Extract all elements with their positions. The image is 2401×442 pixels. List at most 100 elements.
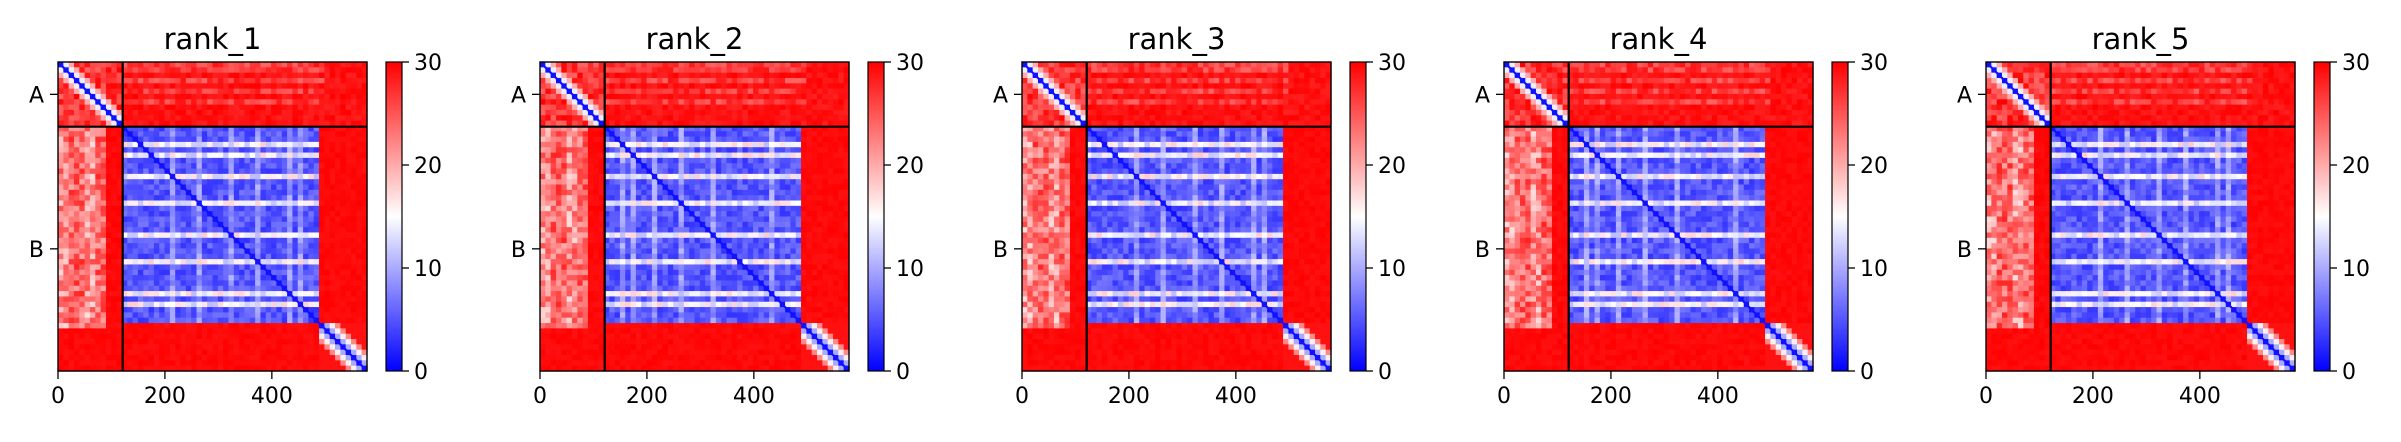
heatmap-cell (769, 137, 775, 143)
heatmap-cell (817, 169, 823, 175)
heatmap-cell (218, 360, 224, 366)
heatmap-cell (228, 243, 234, 249)
heatmap-cell (143, 243, 149, 249)
heatmap-cell (207, 131, 213, 137)
heatmap-cell (577, 153, 583, 159)
heatmap-cell (282, 158, 288, 164)
heatmap-cell (561, 201, 567, 207)
heatmap-cell (79, 99, 85, 105)
heatmap-cell (159, 179, 165, 185)
heatmap-cell (255, 270, 261, 276)
heatmap-cell (223, 344, 229, 350)
heatmap-cell (695, 163, 701, 169)
heatmap-cell (58, 280, 64, 286)
heatmap-cell (266, 307, 272, 313)
heatmap-cell (817, 142, 823, 148)
heatmap-cell (244, 318, 250, 324)
heatmap-cell (101, 142, 107, 148)
heatmap-cell (298, 275, 304, 281)
heatmap-cell (625, 110, 631, 116)
heatmap-cell (780, 83, 786, 89)
heatmap-cell (218, 201, 224, 207)
heatmap-cell (324, 339, 330, 345)
heatmap-cell (271, 232, 277, 238)
heatmap-cell (540, 201, 546, 207)
heatmap-cell (540, 78, 546, 84)
heatmap-cell (700, 131, 706, 137)
heatmap-cell (218, 206, 224, 212)
heatmap-cell (250, 190, 256, 196)
heatmap-cell (679, 78, 685, 84)
heatmap-cell (303, 174, 309, 180)
heatmap-cell (266, 350, 272, 356)
heatmap-cell (85, 355, 91, 361)
heatmap-cell (833, 174, 839, 180)
heatmap-cell (324, 142, 330, 148)
heatmap-cell (239, 89, 245, 95)
heatmap-cell (255, 110, 261, 116)
heatmap-cell (111, 238, 117, 244)
heatmap-cell (95, 270, 101, 276)
heatmap-cell (303, 206, 309, 212)
heatmap-cell (101, 334, 107, 340)
heatmap-cell (63, 334, 69, 340)
heatmap-cell (303, 190, 309, 196)
heatmap-cell (127, 115, 133, 121)
heatmap-cell (335, 163, 341, 169)
heatmap-cell (673, 137, 679, 143)
heatmap-cell (705, 206, 711, 212)
heatmap-cell (298, 243, 304, 249)
heatmap-cell (545, 179, 551, 185)
heatmap-cell (260, 190, 266, 196)
heatmap-cell (95, 296, 101, 302)
heatmap-cell (556, 99, 562, 105)
chain-label: A (29, 83, 44, 108)
heatmap-cell (673, 169, 679, 175)
heatmap-cell (58, 232, 64, 238)
heatmap-cell (758, 115, 764, 121)
heatmap-cell (340, 286, 346, 292)
heatmap-cell (631, 73, 637, 79)
heatmap-cell (716, 89, 722, 95)
heatmap-cell (561, 169, 567, 175)
heatmap-cell (111, 328, 117, 334)
heatmap-cell (271, 307, 277, 313)
heatmap-cell (250, 115, 256, 121)
heatmap-cell (351, 94, 357, 100)
heatmap-cell (631, 185, 637, 191)
heatmap-cell (340, 264, 346, 270)
heatmap-cell (287, 211, 293, 217)
heatmap-cell (250, 232, 256, 238)
heatmap-cell (319, 270, 325, 276)
heatmap-cell (250, 264, 256, 270)
heatmap-cell (95, 169, 101, 175)
heatmap-cell (292, 248, 298, 254)
heatmap-cell (69, 344, 75, 350)
heatmap-cell (641, 115, 647, 121)
heatmap-cell (705, 110, 711, 116)
heatmap-cell (330, 169, 336, 175)
heatmap-cell (721, 62, 727, 68)
heatmap-cell (85, 339, 91, 345)
heatmap-cell (351, 328, 357, 334)
heatmap-cell (657, 169, 663, 175)
heatmap-cell (838, 179, 844, 185)
heatmap-cell (298, 190, 304, 196)
heatmap-cell (737, 110, 743, 116)
heatmap-cell (250, 169, 256, 175)
heatmap-cell (228, 99, 234, 105)
heatmap-cell (593, 142, 599, 148)
heatmap-cell (822, 153, 828, 159)
heatmap-cell (63, 286, 69, 292)
heatmap-cell (234, 195, 240, 201)
heatmap-cell (335, 185, 341, 191)
heatmap-cell (271, 328, 277, 334)
heatmap-cell (74, 217, 80, 223)
heatmap-cell (806, 83, 812, 89)
heatmap-cell (244, 179, 250, 185)
heatmap-cell (838, 73, 844, 79)
heatmap-cell (133, 318, 139, 324)
heatmap-cell (266, 259, 272, 265)
heatmap-cell (287, 217, 293, 223)
heatmap-cell (695, 67, 701, 73)
